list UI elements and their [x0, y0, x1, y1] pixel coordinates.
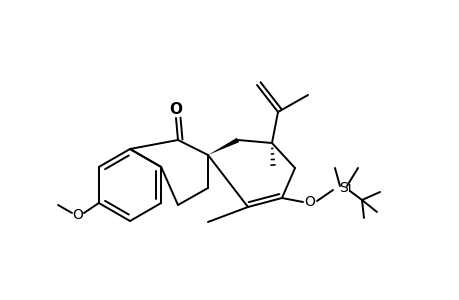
- Text: Si: Si: [338, 181, 351, 195]
- Text: O: O: [169, 103, 182, 118]
- Polygon shape: [207, 138, 239, 155]
- Text: O: O: [304, 195, 315, 209]
- Text: O: O: [73, 208, 83, 222]
